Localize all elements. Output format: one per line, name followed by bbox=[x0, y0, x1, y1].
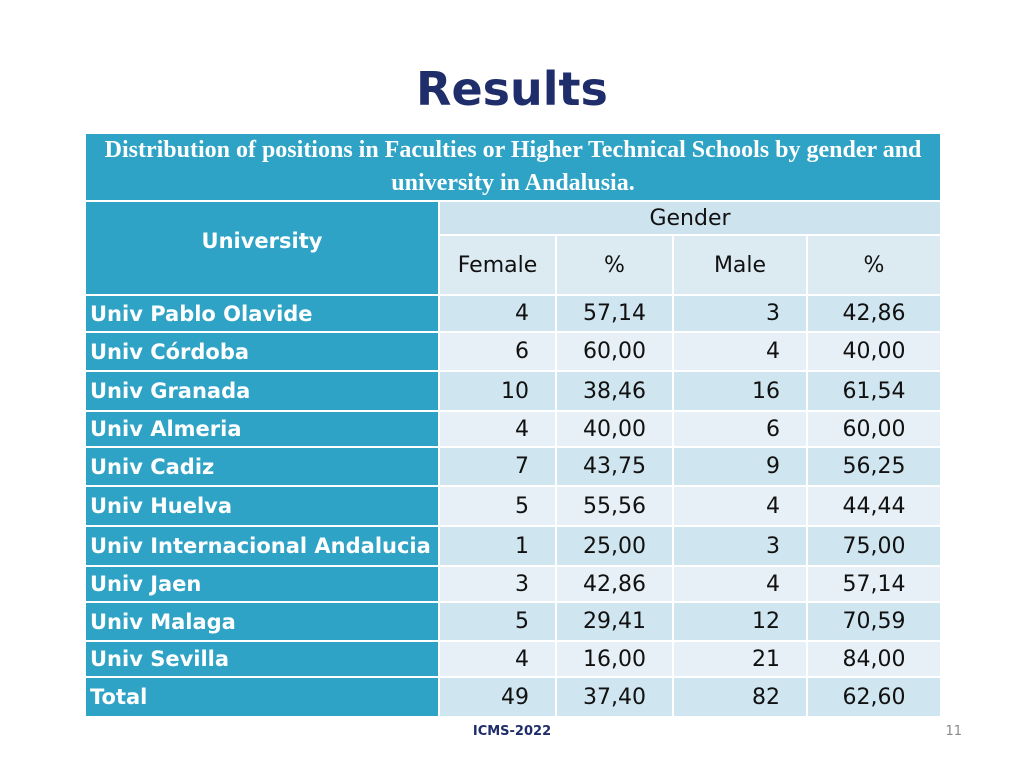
male-count: 9 bbox=[672, 446, 808, 487]
female-count: 4 bbox=[438, 294, 557, 333]
university-name: Univ Cadiz bbox=[84, 446, 440, 487]
female-percent: 29,41 bbox=[555, 601, 674, 642]
male-column-header: Male bbox=[672, 234, 808, 296]
female-percent: 25,00 bbox=[555, 525, 674, 567]
female-count: 1 bbox=[438, 525, 557, 567]
gender-column-header: Gender bbox=[437, 200, 943, 236]
university-column-header: University bbox=[84, 200, 440, 296]
table-row: Univ Granada 10 38,46 16 61,54 bbox=[84, 370, 943, 412]
university-name: Univ Malaga bbox=[84, 601, 440, 642]
total-row: Total 49 37,40 82 62,60 bbox=[84, 676, 943, 718]
male-percent: 60,00 bbox=[805, 410, 943, 448]
university-name: Univ Internacional Andalucia bbox=[84, 525, 440, 567]
female-percent-column-header: % bbox=[555, 234, 674, 296]
male-count: 6 bbox=[672, 410, 808, 448]
table-caption: Distribution of positions in Faculties o… bbox=[83, 132, 943, 202]
table-body: Univ Pablo Olavide 4 57,14 3 42,86 Univ … bbox=[84, 294, 943, 718]
table-row: Univ Internacional Andalucia 1 25,00 3 7… bbox=[84, 525, 943, 567]
male-percent: 75,00 bbox=[805, 525, 943, 567]
table-row: Univ Malaga 5 29,41 12 70,59 bbox=[84, 601, 943, 642]
university-name: Univ Córdoba bbox=[84, 331, 440, 372]
male-count: 4 bbox=[672, 565, 808, 603]
female-count: 6 bbox=[438, 331, 557, 372]
female-percent: 38,46 bbox=[555, 370, 674, 412]
female-percent: 40,00 bbox=[555, 410, 674, 448]
slide-title: Results bbox=[416, 62, 608, 116]
table-row: Univ Pablo Olavide 4 57,14 3 42,86 bbox=[84, 294, 943, 333]
male-percent: 61,54 bbox=[805, 370, 943, 412]
female-percent: 43,75 bbox=[555, 446, 674, 487]
female-total: 49 bbox=[438, 676, 557, 718]
university-name: Univ Granada bbox=[84, 370, 440, 412]
male-percent: 57,14 bbox=[805, 565, 943, 603]
female-column-header: Female bbox=[438, 234, 557, 296]
male-percent: 56,25 bbox=[805, 446, 943, 487]
female-count: 5 bbox=[438, 601, 557, 642]
table-row: Univ Huelva 5 55,56 4 44,44 bbox=[84, 485, 943, 527]
male-percent: 84,00 bbox=[805, 640, 943, 678]
female-count: 4 bbox=[438, 640, 557, 678]
male-total: 82 bbox=[672, 676, 808, 718]
page-number: 11 bbox=[945, 724, 962, 739]
table-row: Univ Sevilla 4 16,00 21 84,00 bbox=[84, 640, 943, 678]
male-count: 3 bbox=[672, 294, 808, 333]
female-total-percent: 37,40 bbox=[555, 676, 674, 718]
female-percent: 16,00 bbox=[555, 640, 674, 678]
male-percent: 44,44 bbox=[805, 485, 943, 527]
female-percent: 60,00 bbox=[555, 331, 674, 372]
male-count: 4 bbox=[672, 331, 808, 372]
female-percent: 42,86 bbox=[555, 565, 674, 603]
male-total-percent: 62,60 bbox=[805, 676, 943, 718]
university-name: Univ Pablo Olavide bbox=[84, 294, 440, 333]
male-count: 21 bbox=[672, 640, 808, 678]
male-count: 3 bbox=[672, 525, 808, 567]
female-count: 10 bbox=[438, 370, 557, 412]
female-count: 5 bbox=[438, 485, 557, 527]
total-label: Total bbox=[84, 676, 440, 718]
female-percent: 57,14 bbox=[555, 294, 674, 333]
university-name: Univ Almeria bbox=[84, 410, 440, 448]
university-name: Univ Sevilla bbox=[84, 640, 440, 678]
female-count: 4 bbox=[438, 410, 557, 448]
table-row: Univ Cadiz 7 43,75 9 56,25 bbox=[84, 446, 943, 487]
male-percent: 70,59 bbox=[805, 601, 943, 642]
male-count: 12 bbox=[672, 601, 808, 642]
footer-conference-label: ICMS-2022 bbox=[472, 724, 552, 739]
female-percent: 55,56 bbox=[555, 485, 674, 527]
university-name: Univ Huelva bbox=[84, 485, 440, 527]
female-count: 7 bbox=[438, 446, 557, 487]
male-percent: 40,00 bbox=[805, 331, 943, 372]
data-table: Distribution of positions in Faculties o… bbox=[83, 132, 943, 718]
male-percent: 42,86 bbox=[805, 294, 943, 333]
table-row: Univ Almeria 4 40,00 6 60,00 bbox=[84, 410, 943, 448]
university-name: Univ Jaen bbox=[84, 565, 440, 603]
female-count: 3 bbox=[438, 565, 557, 603]
table-row: Univ Jaen 3 42,86 4 57,14 bbox=[84, 565, 943, 603]
table-row: Univ Córdoba 6 60,00 4 40,00 bbox=[84, 331, 943, 372]
male-percent-column-header: % bbox=[805, 234, 943, 296]
male-count: 16 bbox=[672, 370, 808, 412]
male-count: 4 bbox=[672, 485, 808, 527]
